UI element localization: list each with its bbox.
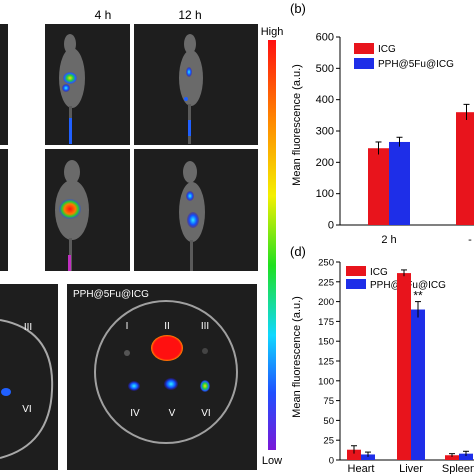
y-tick-label: 200 (318, 297, 334, 308)
y-tick-label: 500 (316, 63, 334, 75)
mouse-silhouette (179, 161, 205, 271)
y-tick-label: 300 (316, 126, 334, 138)
legend-swatch-icg (346, 266, 366, 276)
mouse-image-grid: 4 h 12 h (0, 8, 258, 271)
fluorescence-signal (184, 97, 188, 101)
colorbar-high-label: High (261, 26, 284, 38)
y-axis-title: Mean fluorescence (a.u.) (291, 64, 303, 186)
bar-icg-2-h (368, 148, 389, 225)
legend-swatch-pph (346, 279, 366, 289)
y-tick-label: 75 (323, 396, 334, 407)
image-tile-icg-4h (45, 24, 130, 145)
bar-icg-liver (397, 273, 411, 460)
legend-label-pph: PPH@5Fu@ICG (378, 59, 454, 70)
organ-spleen (202, 348, 208, 354)
organ-label: III (24, 322, 32, 333)
bar-pph-5fu-icg-heart (361, 454, 375, 460)
organ-label: I (126, 321, 129, 332)
organ-signal (200, 380, 210, 392)
organ-label: V (169, 408, 176, 419)
organ-signal (1, 388, 11, 396)
y-tick-label: 125 (318, 357, 334, 368)
image-tile-partial (0, 24, 8, 145)
y-tick-label: 400 (316, 94, 334, 106)
organ-heart (124, 350, 130, 356)
organ-panel-title: PPH@5Fu@ICG (73, 289, 149, 300)
organ-signal (128, 381, 140, 391)
legend-label-icg: ICG (378, 44, 396, 55)
fluorescence-tail (188, 120, 191, 136)
petri-dish-rim (94, 300, 238, 444)
x-tick-2h: 2 h (381, 234, 396, 246)
bar-pph-5fu-icg-liver (411, 309, 425, 460)
x-tick-cut: - (468, 234, 472, 246)
organ-tile-icg (0, 284, 58, 470)
fluorescence-signal (63, 72, 77, 84)
organ-label: VI (201, 408, 210, 419)
y-tick-label: 0 (329, 456, 334, 467)
y-tick-label: 25 (323, 436, 334, 447)
y-tick-label: 100 (316, 188, 334, 200)
bar-icg-heart (347, 449, 361, 460)
fluorescence-signal (186, 191, 194, 201)
x-tick-label: Liver (399, 463, 423, 474)
x-tick-label: Spleen (442, 463, 474, 474)
organ-label: III (201, 321, 209, 332)
colorbar-gradient (268, 40, 276, 450)
colorbar-low-label: Low (262, 455, 282, 467)
y-tick-label: 225 (318, 277, 334, 288)
fluorescence-signal (62, 84, 70, 92)
panel-label-b: (b) (290, 1, 306, 16)
organ-signal (164, 378, 178, 390)
fluorescence-tail (68, 255, 71, 271)
panel-label-d: (d) (290, 244, 306, 259)
fluorescence-signal (186, 67, 192, 77)
colorbar: High Low (261, 26, 284, 467)
bar-icg-spleen (445, 455, 459, 460)
organ-label: II (164, 321, 170, 332)
time-header-12h: 12 h (178, 8, 201, 22)
bar-icg-4-h (456, 112, 474, 225)
organ-liver-signal (151, 335, 183, 361)
x-tick-label: Heart (348, 463, 375, 474)
y-tick-label: 175 (318, 317, 334, 328)
petri-dish-rim (0, 319, 54, 459)
chart-panel-b: (b) Mean fluorescence (a.u.) ICG PPH@5Fu… (290, 1, 474, 246)
y-tick-label: 100 (318, 376, 334, 387)
y-tick-label: 250 (318, 258, 334, 269)
organ-label: IV (130, 408, 140, 419)
y-tick-label: 50 (323, 416, 334, 427)
y-tick-label: 0 (328, 220, 334, 232)
fluorescence-tail (69, 118, 72, 144)
significance-marker: ** (413, 289, 423, 303)
organ-tile-pph (67, 284, 257, 470)
legend-swatch-icg (354, 43, 374, 54)
y-tick-label: 150 (318, 337, 334, 348)
time-header-4h: 4 h (95, 8, 112, 22)
fluorescence-signal (187, 212, 199, 228)
bar-pph-5fu-icg-2-h (389, 141, 410, 225)
legend-label-icg: ICG (370, 267, 388, 278)
image-tile-partial (0, 149, 8, 271)
legend-swatch-pph (354, 58, 374, 69)
bar-pph-5fu-icg-spleen (459, 453, 473, 460)
y-tick-label: 600 (316, 32, 334, 44)
chart-panel-d: (d) Mean fluorescence (a.u.) ICG PPH@5Fu… (290, 244, 474, 474)
y-tick-label: 200 (316, 157, 334, 169)
organ-image-panel: III VI PPH@5Fu@ICG I II III IV V VI (0, 284, 257, 470)
organ-label: VI (22, 404, 31, 415)
fluorescence-signal (59, 199, 81, 219)
y-axis-title: Mean fluorescence (a.u.) (291, 296, 303, 418)
